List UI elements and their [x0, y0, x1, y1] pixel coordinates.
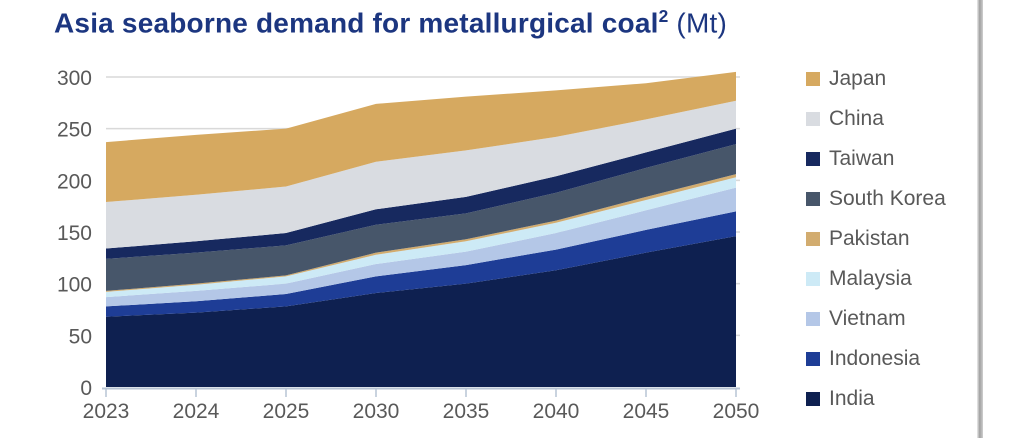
x-tick-label-2035: 2035	[443, 400, 490, 423]
legend-label-japan: Japan	[829, 67, 887, 90]
legend-item-japan: Japan	[806, 66, 946, 92]
y-tick-label-0: 0	[80, 377, 92, 400]
legend-item-vietnam: Vietnam	[806, 306, 946, 332]
chart-title: Asia seaborne demand for metallurgical c…	[54, 6, 727, 39]
area-china	[106, 100, 736, 249]
x-tick-label-2045: 2045	[623, 400, 670, 423]
legend-swatch-south-korea	[806, 192, 820, 206]
legend-item-india: India	[806, 386, 946, 412]
chart-title-unit: (Mt)	[668, 7, 727, 39]
legend-swatch-china	[806, 112, 820, 126]
x-tick-label-2040: 2040	[533, 400, 580, 423]
legend-label-indonesia: Indonesia	[829, 347, 921, 370]
legend-item-pakistan: Pakistan	[806, 226, 946, 252]
legend-swatch-malaysia	[806, 272, 820, 286]
x-tick-label-2030: 2030	[353, 400, 400, 423]
area-south-korea	[106, 144, 736, 291]
legend-label-vietnam: Vietnam	[829, 307, 906, 330]
y-tick-label-50: 50	[69, 325, 92, 348]
y-tick-label-250: 250	[57, 119, 92, 142]
legend-swatch-indonesia	[806, 352, 820, 366]
area-taiwan	[106, 128, 736, 259]
legend-swatch-taiwan	[806, 152, 820, 166]
chart-title-main: Asia seaborne demand for metallurgical c…	[54, 7, 659, 39]
page-edge-divider	[977, 0, 983, 438]
area-japan	[106, 71, 736, 203]
area-india	[106, 236, 736, 387]
chart-title-superscript: 2	[658, 6, 669, 26]
legend-item-taiwan: Taiwan	[806, 146, 946, 172]
legend-label-pakistan: Pakistan	[829, 227, 910, 250]
legend-label-china: China	[829, 107, 884, 130]
legend-item-south-korea: South Korea	[806, 186, 946, 212]
area-vietnam	[106, 187, 736, 307]
legend-swatch-japan	[806, 72, 820, 86]
legend-label-taiwan: Taiwan	[829, 147, 895, 170]
legend-swatch-vietnam	[806, 312, 820, 326]
x-tick-label-2023: 2023	[83, 400, 130, 423]
x-tick-label-2025: 2025	[263, 400, 310, 423]
y-tick-label-300: 300	[57, 67, 92, 90]
legend-label-south-korea: South Korea	[829, 187, 946, 210]
legend-label-malaysia: Malaysia	[829, 267, 912, 290]
y-tick-label-150: 150	[57, 222, 92, 245]
x-tick-label-2050: 2050	[713, 400, 760, 423]
legend-label-india: India	[829, 387, 875, 410]
legend-swatch-india	[806, 392, 820, 406]
legend-item-malaysia: Malaysia	[806, 266, 946, 292]
y-tick-label-100: 100	[57, 274, 92, 297]
y-tick-label-200: 200	[57, 170, 92, 193]
area-indonesia	[106, 211, 736, 317]
legend-item-indonesia: Indonesia	[806, 346, 946, 372]
legend-item-china: China	[806, 106, 946, 132]
chart-legend: Japan China Taiwan South Korea Pakistan Malay…	[806, 66, 946, 412]
x-tick-label-2024: 2024	[173, 400, 220, 423]
legend-swatch-pakistan	[806, 232, 820, 246]
